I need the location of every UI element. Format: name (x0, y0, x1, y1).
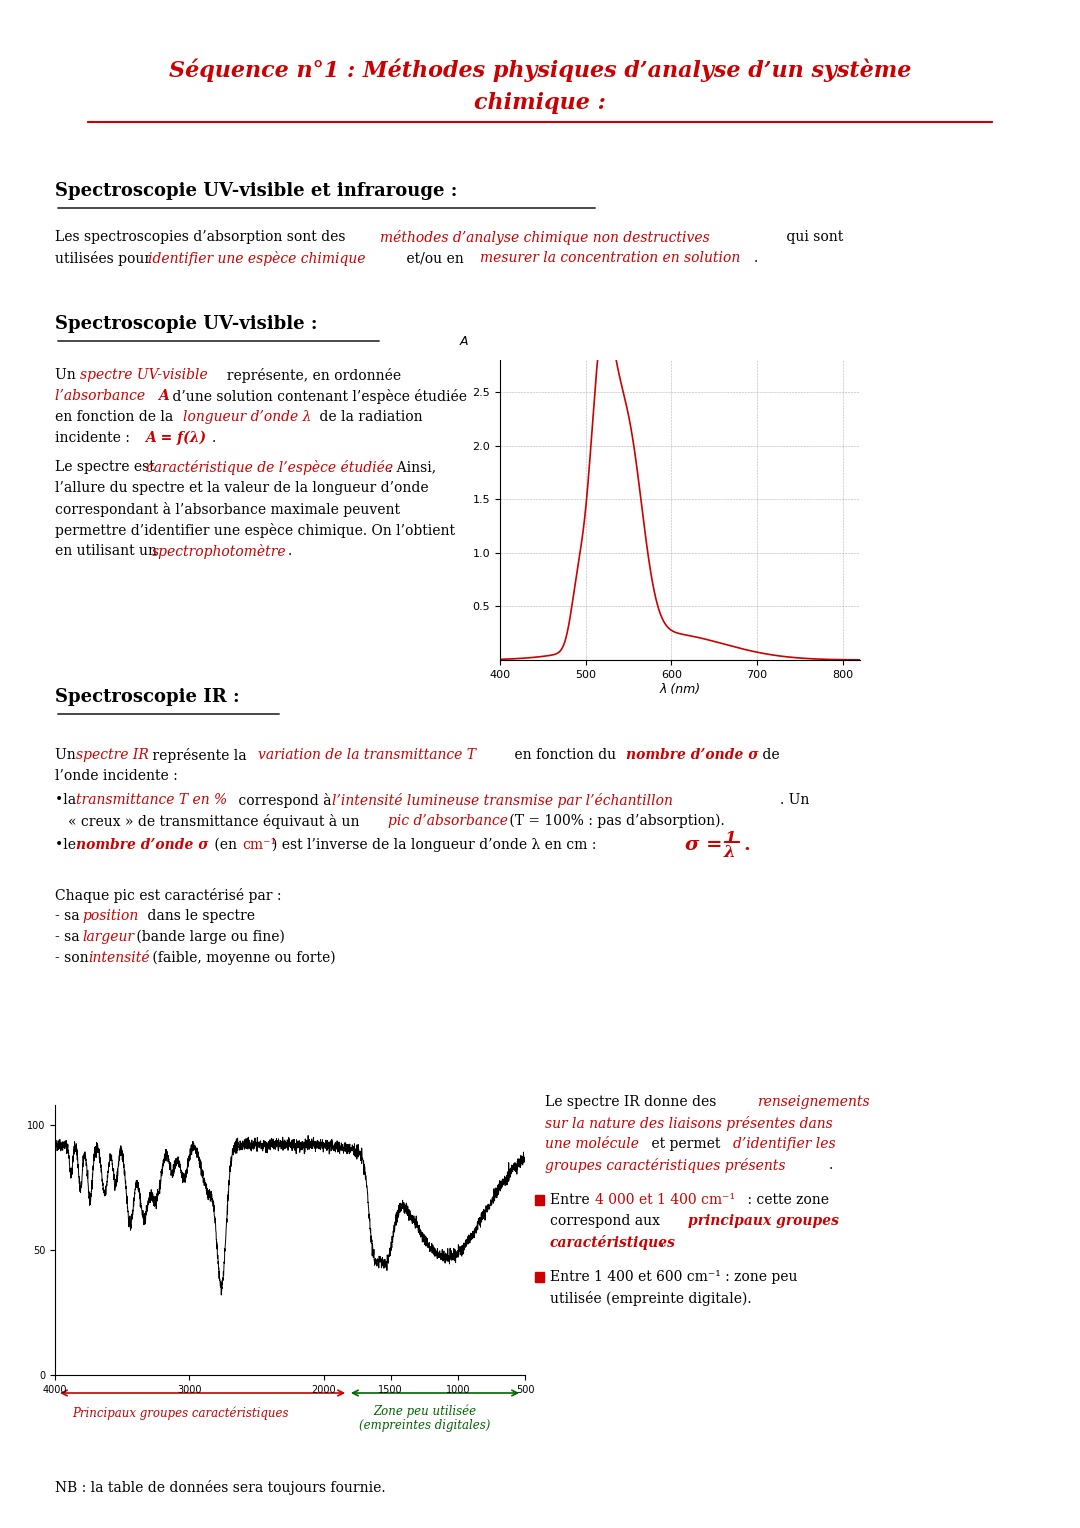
Text: Le spectre est: Le spectre est (55, 460, 159, 474)
Text: mesurer la concentration en solution: mesurer la concentration en solution (480, 251, 740, 264)
Text: .: . (288, 544, 293, 558)
Text: (empreintes digitales): (empreintes digitales) (360, 1420, 490, 1432)
Text: position: position (82, 909, 138, 923)
Text: Zone peu utilisée: Zone peu utilisée (374, 1406, 476, 1418)
Text: Spectroscopie UV-visible :: Spectroscopie UV-visible : (55, 315, 318, 333)
Text: utilisées pour: utilisées pour (55, 251, 156, 266)
Text: représente, en ordonnée: représente, en ordonnée (218, 368, 401, 384)
Text: correspondant à l’absorbance maximale peuvent: correspondant à l’absorbance maximale pe… (55, 503, 400, 516)
Text: Le spectre IR donne des: Le spectre IR donne des (545, 1096, 720, 1109)
Text: spectre IR: spectre IR (76, 749, 149, 762)
Text: spectre UV-visible: spectre UV-visible (80, 368, 207, 382)
Text: Un: Un (55, 368, 84, 382)
Text: •la: •la (55, 793, 81, 807)
Text: (Τ = 100% : pas d’absorption).: (Τ = 100% : pas d’absorption). (505, 814, 725, 828)
Text: (en: (en (210, 837, 241, 853)
Text: NB : la table de données sera toujours fournie.: NB : la table de données sera toujours f… (55, 1481, 386, 1494)
Text: de la radiation: de la radiation (315, 410, 422, 423)
Text: pic d’absorbance: pic d’absorbance (388, 814, 508, 828)
X-axis label: λ (nm): λ (nm) (660, 683, 701, 695)
Y-axis label: A: A (460, 335, 469, 348)
Text: sur la nature des liaisons présentes dans: sur la nature des liaisons présentes dan… (545, 1115, 833, 1131)
Text: σ =: σ = (685, 836, 729, 854)
Text: en fonction de la: en fonction de la (55, 410, 177, 423)
Text: Entre 1 400 et 600 cm⁻¹ : zone peu: Entre 1 400 et 600 cm⁻¹ : zone peu (550, 1270, 797, 1284)
Text: intensité: intensité (87, 950, 150, 966)
Text: d’identifier les: d’identifier les (733, 1137, 836, 1151)
Text: (bande large ou fine): (bande large ou fine) (132, 931, 285, 944)
Text: 1: 1 (725, 830, 737, 847)
Text: l’onde incidente :: l’onde incidente : (55, 769, 178, 782)
Text: .: . (660, 1235, 664, 1248)
Text: Spectroscopie UV-visible et infrarouge :: Spectroscopie UV-visible et infrarouge : (55, 182, 457, 200)
Text: en fonction du: en fonction du (510, 749, 621, 762)
Text: - sa: - sa (55, 909, 84, 923)
Text: caractéristique de l’espèce étudiée: caractéristique de l’espèce étudiée (146, 460, 393, 475)
Text: principaux groupes: principaux groupes (688, 1215, 839, 1229)
Bar (535, 1271, 544, 1282)
Text: chimique :: chimique : (474, 92, 606, 115)
Text: de: de (758, 749, 780, 762)
Text: (faible, moyenne ou forte): (faible, moyenne ou forte) (148, 950, 336, 966)
Text: nombre d’onde σ: nombre d’onde σ (76, 837, 208, 853)
Text: - sa: - sa (55, 931, 84, 944)
Text: représente la: représente la (148, 749, 251, 762)
Text: l’absorbance: l’absorbance (55, 390, 149, 403)
Text: Séquence n°1 : Méthodes physiques d’analyse d’un système: Séquence n°1 : Méthodes physiques d’anal… (168, 58, 912, 81)
Text: « creux » de transmittance équivaut à un: « creux » de transmittance équivaut à un (68, 814, 364, 830)
Text: .: . (743, 836, 750, 854)
Text: ) est l’inverse de la longueur d’onde λ en cm :: ) est l’inverse de la longueur d’onde λ … (272, 837, 600, 853)
Text: permettre d’identifier une espèce chimique. On l’obtient: permettre d’identifier une espèce chimiq… (55, 523, 455, 538)
Text: . Ainsi,: . Ainsi, (388, 460, 436, 474)
Text: l’allure du spectre et la valeur de la longueur d’onde: l’allure du spectre et la valeur de la l… (55, 481, 429, 495)
Text: Chaque pic est caractérisé par :: Chaque pic est caractérisé par : (55, 888, 282, 903)
Text: Spectroscopie IR :: Spectroscopie IR : (55, 688, 240, 706)
Text: : cette zone: : cette zone (743, 1193, 829, 1207)
Text: une molécule: une molécule (545, 1137, 639, 1151)
Text: transmittance Τ en %: transmittance Τ en % (76, 793, 227, 807)
Text: correspond à: correspond à (234, 793, 336, 808)
Bar (535, 1195, 544, 1206)
Text: identifier une espèce chimique: identifier une espèce chimique (148, 251, 365, 266)
Text: renseignements: renseignements (757, 1096, 869, 1109)
Text: l’intensité lumineuse transmise par l’échantillon: l’intensité lumineuse transmise par l’éc… (332, 793, 673, 808)
Text: largeur: largeur (82, 931, 134, 944)
Text: spectrophotomètre: spectrophotomètre (152, 544, 286, 559)
Text: qui sont: qui sont (782, 231, 843, 244)
Text: groupes caractéristiques présents: groupes caractéristiques présents (545, 1158, 785, 1174)
Text: A: A (158, 390, 168, 403)
Text: caractéristiques: caractéristiques (550, 1235, 676, 1250)
Text: correspond aux: correspond aux (550, 1215, 664, 1229)
Text: longueur d’onde λ: longueur d’onde λ (183, 410, 311, 423)
Text: et/ou en: et/ou en (402, 251, 468, 264)
Text: Un: Un (55, 749, 80, 762)
Text: cm⁻¹: cm⁻¹ (242, 837, 276, 853)
Text: .: . (212, 431, 216, 445)
Text: en utilisant un: en utilisant un (55, 544, 161, 558)
Text: utilisée (empreinte digitale).: utilisée (empreinte digitale). (550, 1291, 752, 1306)
Text: Entre: Entre (550, 1193, 594, 1207)
Text: dans le spectre: dans le spectre (143, 909, 255, 923)
Text: - son: - son (55, 950, 93, 966)
Text: A = f(λ): A = f(λ) (145, 431, 206, 445)
Text: .: . (754, 251, 758, 264)
Text: d’une solution contenant l’espèce étudiée: d’une solution contenant l’espèce étudié… (168, 390, 467, 403)
Text: 4 000 et 1 400 cm⁻¹: 4 000 et 1 400 cm⁻¹ (595, 1193, 735, 1207)
Text: et permet: et permet (647, 1137, 725, 1151)
Text: . Un: . Un (780, 793, 809, 807)
Text: variation de la transmittance Τ: variation de la transmittance Τ (258, 749, 476, 762)
Text: .: . (829, 1158, 834, 1172)
Text: •le: •le (55, 837, 80, 853)
Text: Principaux groupes caractéristiques: Principaux groupes caractéristiques (71, 1407, 288, 1421)
Text: méthodes d’analyse chimique non destructives: méthodes d’analyse chimique non destruct… (380, 231, 710, 244)
Text: λ: λ (724, 843, 735, 860)
Text: nombre d’onde σ: nombre d’onde σ (626, 749, 758, 762)
Text: Les spectroscopies d’absorption sont des: Les spectroscopies d’absorption sont des (55, 231, 350, 244)
Text: incidente :: incidente : (55, 431, 134, 445)
